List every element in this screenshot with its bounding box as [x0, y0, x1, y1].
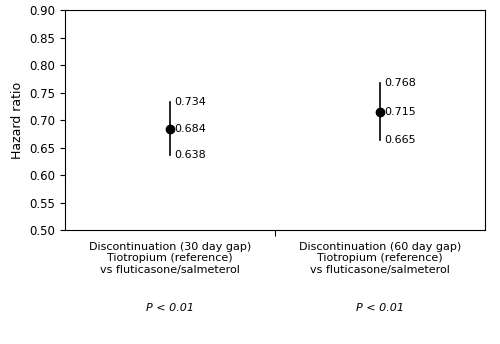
Text: 0.715: 0.715: [384, 107, 416, 117]
Text: P < 0.01: P < 0.01: [146, 303, 194, 313]
Text: Discontinuation (60 day gap)
Tiotropium (reference)
vs fluticasone/salmeterol: Discontinuation (60 day gap) Tiotropium …: [299, 241, 461, 275]
Text: 0.768: 0.768: [384, 78, 416, 88]
Text: Discontinuation (30 day gap)
Tiotropium (reference)
vs fluticasone/salmeterol: Discontinuation (30 day gap) Tiotropium …: [89, 241, 251, 275]
Text: 0.638: 0.638: [174, 150, 206, 160]
Text: 0.734: 0.734: [174, 97, 206, 107]
Y-axis label: Hazard ratio: Hazard ratio: [10, 82, 24, 159]
Text: 0.665: 0.665: [384, 135, 416, 145]
Text: P < 0.01: P < 0.01: [356, 303, 404, 313]
Text: 0.684: 0.684: [174, 124, 206, 134]
